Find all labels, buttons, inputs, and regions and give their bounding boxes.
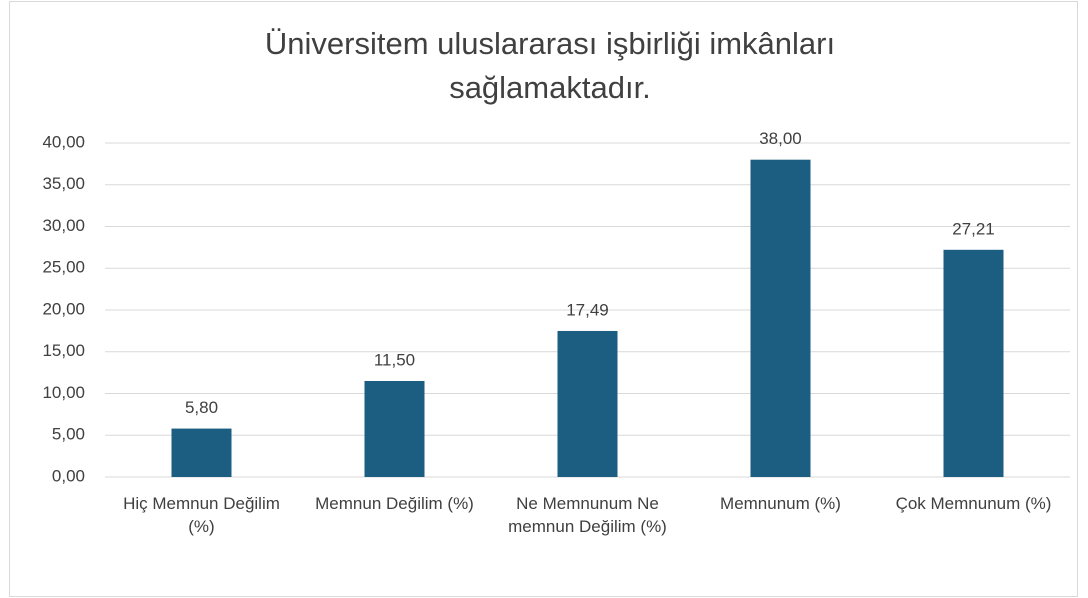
data-label: 38,00 xyxy=(759,129,802,148)
x-tick-label: Memnunum (%) xyxy=(720,494,841,513)
bar xyxy=(171,428,232,477)
chart-border xyxy=(9,1,1078,597)
x-tick-label: Memnun Değilim (%) xyxy=(315,494,474,513)
bar xyxy=(557,330,618,477)
x-tick-label: Hiç Memnun Değilim (%) xyxy=(123,494,280,536)
bar xyxy=(364,380,425,477)
y-tick-label: 20,00 xyxy=(42,299,85,318)
bar xyxy=(943,249,1004,477)
x-tick-label: Çok Memnunum (%) xyxy=(895,494,1052,513)
y-tick-label: 10,00 xyxy=(42,383,85,402)
y-tick-label: 15,00 xyxy=(42,341,85,360)
y-tick-label: 5,00 xyxy=(52,425,85,444)
data-label: 17,49 xyxy=(566,300,609,319)
y-tick-label: 25,00 xyxy=(42,258,85,277)
y-tick-label: 35,00 xyxy=(42,174,85,193)
bar xyxy=(750,159,811,477)
x-tick-label: Ne Memnunum Ne memnun Değilim (%) xyxy=(508,494,667,536)
chart-title: Üniversitem uluslararası işbirliği imkân… xyxy=(264,26,836,105)
y-tick-label: 0,00 xyxy=(52,466,85,485)
y-tick-label: 30,00 xyxy=(42,216,85,235)
data-label: 27,21 xyxy=(952,219,995,238)
y-tick-label: 40,00 xyxy=(42,132,85,151)
data-label: 11,50 xyxy=(374,350,415,369)
data-label: 5,80 xyxy=(185,398,218,417)
